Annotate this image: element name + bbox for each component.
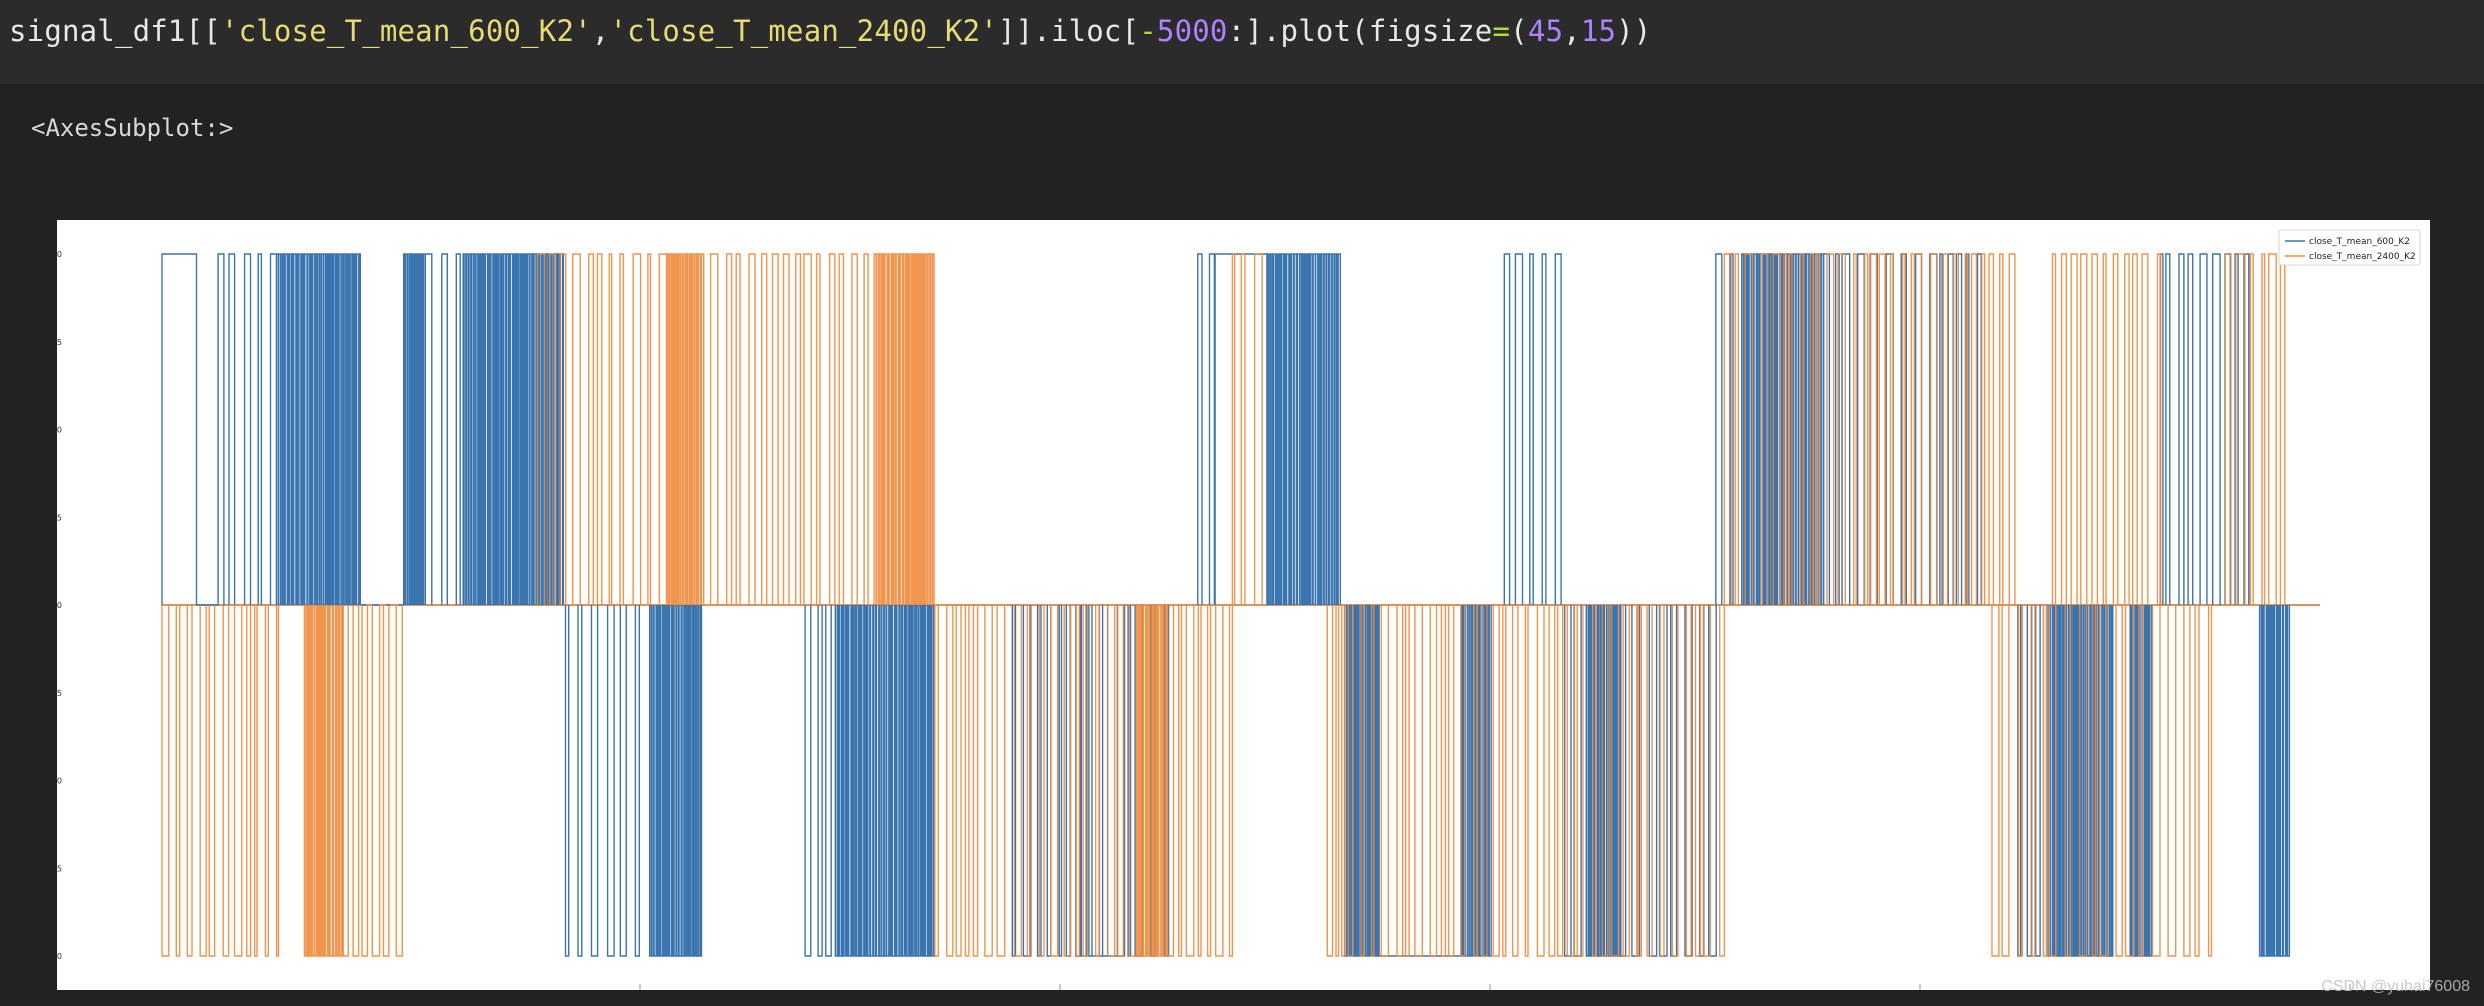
code-token: , [1563, 14, 1581, 48]
watermark-text: CSDN @yuhai76008 [2321, 978, 2470, 995]
code-token: 15 [1580, 14, 1617, 48]
y-tick-label: -0.25 [57, 689, 62, 698]
chart-figure: 1.00 0.75 0.50 0.25 0.00 -0.25 -0.50 -0.75 -1.00… [57, 220, 2430, 990]
series-line-close_T_mean_2400_K2 [161, 253, 2286, 957]
y-tick-label: -0.50 [57, 777, 62, 786]
code-cell-input[interactable]: signal_df1[['close_T_mean_600_K2','close… [0, 0, 2484, 84]
y-tick-label: 1.00 [57, 250, 62, 259]
code-token: :].plot(figsize [1227, 14, 1493, 48]
y-tick-label: -1.00 [57, 952, 62, 961]
code-token: 'close_T_mean_600_K2' [220, 14, 592, 48]
code-token: 'close_T_mean_2400_K2' [609, 14, 998, 48]
code-token: ]].iloc[ [997, 14, 1140, 48]
code-token: signal_df1[[ [9, 14, 221, 48]
output-text: <AxesSubplot:> [31, 114, 234, 142]
code-token: = [1492, 14, 1511, 48]
y-tick-label: -0.75 [57, 864, 62, 873]
y-tick-label: 0.25 [57, 513, 62, 522]
legend-label: close_T_mean_600_K2 [2309, 237, 2410, 247]
code-token: ( [1510, 14, 1528, 48]
code-token: 45 [1527, 14, 1564, 48]
legend-label: close_T_mean_2400_K2 [2309, 252, 2416, 262]
line-chart: 1.00 0.75 0.50 0.25 0.00 -0.25 -0.50 -0.75 -1.00… [57, 229, 2421, 990]
code-line[interactable]: signal_df1[['close_T_mean_600_K2','close… [9, 14, 1651, 48]
y-tick-label: 0.00 [57, 601, 62, 610]
code-token: , [591, 14, 610, 48]
code-token: )) [1616, 14, 1652, 48]
y-tick-label: 0.75 [57, 338, 62, 347]
code-token: 5000 [1156, 14, 1228, 48]
y-tick-label: 0.50 [57, 426, 62, 435]
legend-box [2278, 229, 2421, 266]
code-token: - [1139, 14, 1157, 48]
